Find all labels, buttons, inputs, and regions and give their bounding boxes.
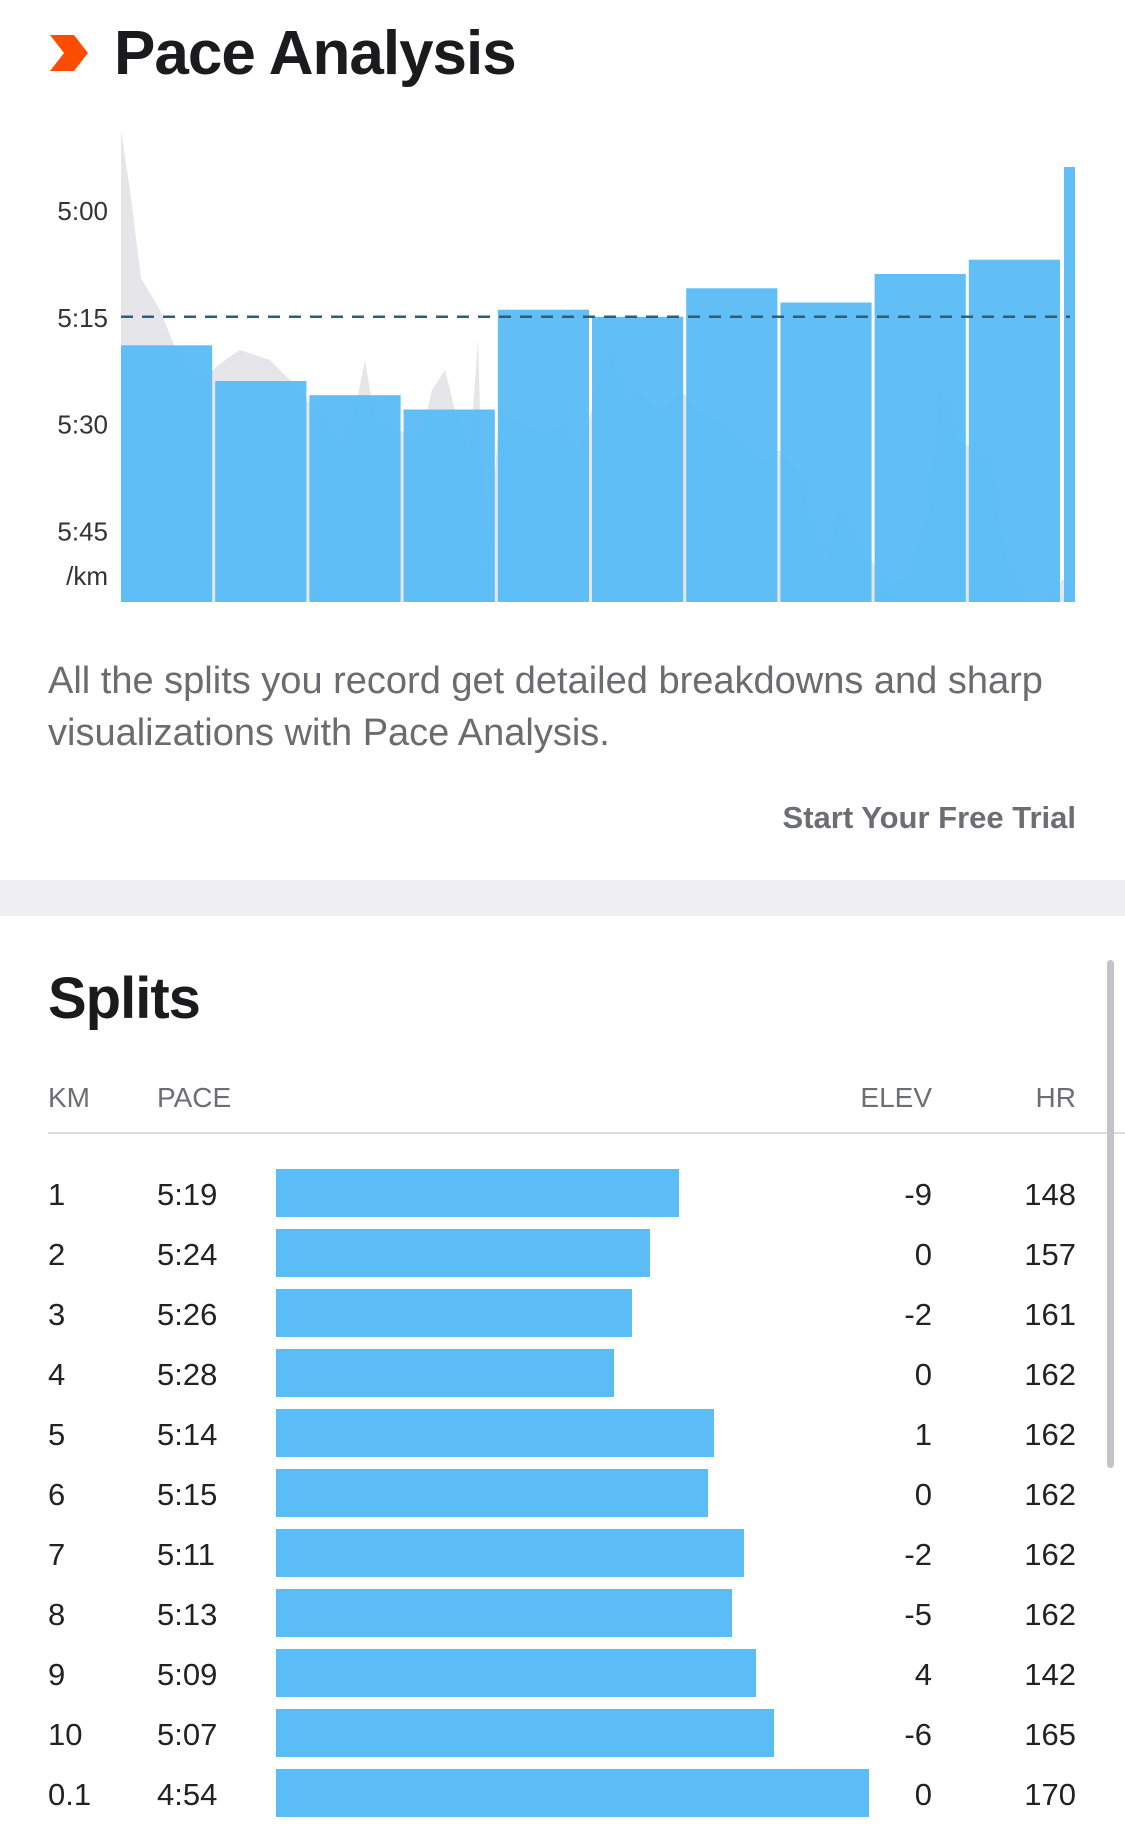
split-row: 7 5:11 -2 162 bbox=[0, 1525, 1125, 1585]
split-elev: -9 bbox=[904, 1177, 932, 1212]
split-hr: 170 bbox=[1024, 1777, 1076, 1812]
y-tick-label: 5:15 bbox=[57, 303, 108, 333]
page-title: Pace Analysis bbox=[114, 18, 517, 88]
split-pace: 5:09 bbox=[157, 1657, 218, 1692]
split-km: 3 bbox=[48, 1297, 66, 1332]
split-hr: 142 bbox=[1024, 1657, 1076, 1692]
pace-bar-5 bbox=[497, 309, 589, 602]
split-row: 0.1 4:54 0 170 bbox=[0, 1765, 1125, 1825]
split-pace: 5:13 bbox=[157, 1597, 218, 1632]
chevron-right-icon bbox=[50, 35, 88, 71]
split-pace: 5:26 bbox=[157, 1297, 218, 1332]
y-axis-ticks: 5:00 5:15 5:30 5:45/km bbox=[57, 196, 108, 591]
split-row: 6 5:15 0 162 bbox=[0, 1465, 1125, 1525]
split-pace-bar bbox=[276, 1649, 756, 1697]
split-pace-bar bbox=[276, 1769, 869, 1817]
split-row: 2 5:24 0 157 bbox=[0, 1225, 1125, 1285]
split-hr: 148 bbox=[1024, 1177, 1076, 1212]
split-pace: 5:14 bbox=[157, 1417, 218, 1452]
pace-bar-1 bbox=[121, 345, 213, 602]
page-header: Pace Analysis bbox=[48, 18, 517, 88]
split-km: 4 bbox=[48, 1357, 66, 1392]
split-hr: 161 bbox=[1024, 1297, 1076, 1332]
split-row: 10 5:07 -6 165 bbox=[0, 1705, 1125, 1765]
pace-bar-8 bbox=[780, 302, 872, 602]
split-pace-bar bbox=[276, 1289, 632, 1337]
split-elev: -6 bbox=[904, 1717, 932, 1752]
header-divider bbox=[48, 1132, 1125, 1134]
split-hr: 162 bbox=[1024, 1597, 1076, 1632]
split-hr: 162 bbox=[1024, 1357, 1076, 1392]
split-km: 8 bbox=[48, 1597, 66, 1632]
pace-bar-2 bbox=[215, 381, 307, 602]
split-km: 1 bbox=[48, 1177, 66, 1212]
split-hr: 162 bbox=[1024, 1537, 1076, 1572]
split-row: 8 5:13 -5 162 bbox=[0, 1585, 1125, 1645]
pace-bar-4 bbox=[403, 409, 495, 602]
pace-bar-6 bbox=[592, 316, 684, 602]
y-tick-label: 5:45 bbox=[57, 517, 108, 547]
split-elev: 0 bbox=[914, 1357, 932, 1392]
column-header-pace: PACE bbox=[157, 1082, 232, 1113]
split-elev: -2 bbox=[904, 1537, 932, 1572]
split-pace-bar bbox=[276, 1409, 714, 1457]
split-km: 10 bbox=[48, 1717, 83, 1752]
split-pace: 5:19 bbox=[157, 1177, 218, 1212]
split-row: 5 5:14 1 162 bbox=[0, 1405, 1125, 1465]
split-pace: 5:28 bbox=[157, 1357, 218, 1392]
split-elev: 0 bbox=[914, 1237, 932, 1272]
split-pace-bar bbox=[276, 1529, 744, 1577]
split-km: 2 bbox=[48, 1237, 66, 1272]
pace-bar-9 bbox=[874, 274, 966, 602]
splits-title: Splits bbox=[48, 966, 201, 1031]
split-elev: 1 bbox=[914, 1417, 932, 1452]
split-pace-bar bbox=[276, 1169, 679, 1217]
split-km: 9 bbox=[48, 1657, 66, 1692]
split-pace-bar bbox=[276, 1469, 708, 1517]
split-hr: 165 bbox=[1024, 1717, 1076, 1752]
split-km: 7 bbox=[48, 1537, 66, 1572]
pace-bar-3 bbox=[309, 395, 401, 602]
column-header-elev: ELEV bbox=[860, 1082, 932, 1113]
y-tick-label: 5:30 bbox=[57, 410, 108, 440]
section-separator bbox=[0, 880, 1125, 916]
pace-bar-7 bbox=[686, 288, 778, 602]
split-pace: 4:54 bbox=[157, 1777, 218, 1812]
split-pace-bar bbox=[276, 1349, 614, 1397]
column-header-hr: HR bbox=[1035, 1082, 1076, 1113]
split-hr: 162 bbox=[1024, 1417, 1076, 1452]
split-pace-bar bbox=[276, 1229, 650, 1277]
split-elev: -5 bbox=[904, 1597, 932, 1632]
split-pace: 5:11 bbox=[157, 1537, 216, 1572]
split-hr: 162 bbox=[1024, 1477, 1076, 1512]
chart-bars bbox=[121, 167, 1075, 602]
scrollbar[interactable] bbox=[1107, 960, 1114, 1468]
split-elev: 0 bbox=[914, 1477, 932, 1512]
split-km: 6 bbox=[48, 1477, 66, 1512]
split-hr: 157 bbox=[1024, 1237, 1076, 1272]
split-pace: 5:24 bbox=[157, 1237, 218, 1272]
split-elev: 4 bbox=[914, 1657, 932, 1692]
y-tick-label: 5:00 bbox=[57, 196, 108, 226]
split-row: 9 5:09 4 142 bbox=[0, 1645, 1125, 1705]
split-row: 4 5:28 0 162 bbox=[0, 1345, 1125, 1405]
column-header-km: KM bbox=[48, 1082, 90, 1113]
split-pace-bar bbox=[276, 1589, 732, 1637]
split-elev: -2 bbox=[904, 1297, 932, 1332]
split-km: 5 bbox=[48, 1417, 66, 1452]
splits-table: 1 5:19 -9 148 2 5:24 0 157 3 5:26 -2 161 4 5:28 0 16… bbox=[0, 1165, 1125, 1825]
split-pace-bar bbox=[276, 1709, 774, 1757]
split-pace: 5:07 bbox=[157, 1717, 218, 1752]
split-km: 0.1 bbox=[48, 1777, 92, 1812]
split-elev: 0 bbox=[914, 1777, 932, 1812]
pace-bar-0.1 bbox=[1064, 167, 1075, 602]
start-free-trial-button[interactable]: Start Your Free Trial bbox=[782, 800, 1076, 835]
split-pace: 5:15 bbox=[157, 1477, 218, 1512]
pace-analysis-description: All the splits you record get detailed b… bbox=[48, 660, 1043, 754]
pace-bar-10 bbox=[968, 259, 1060, 602]
split-row: 3 5:26 -2 161 bbox=[0, 1285, 1125, 1345]
y-unit-label: /km bbox=[66, 561, 108, 591]
split-row: 1 5:19 -9 148 bbox=[0, 1165, 1125, 1225]
pace-chart: 5:00 5:15 5:30 5:45/km bbox=[57, 130, 1075, 602]
